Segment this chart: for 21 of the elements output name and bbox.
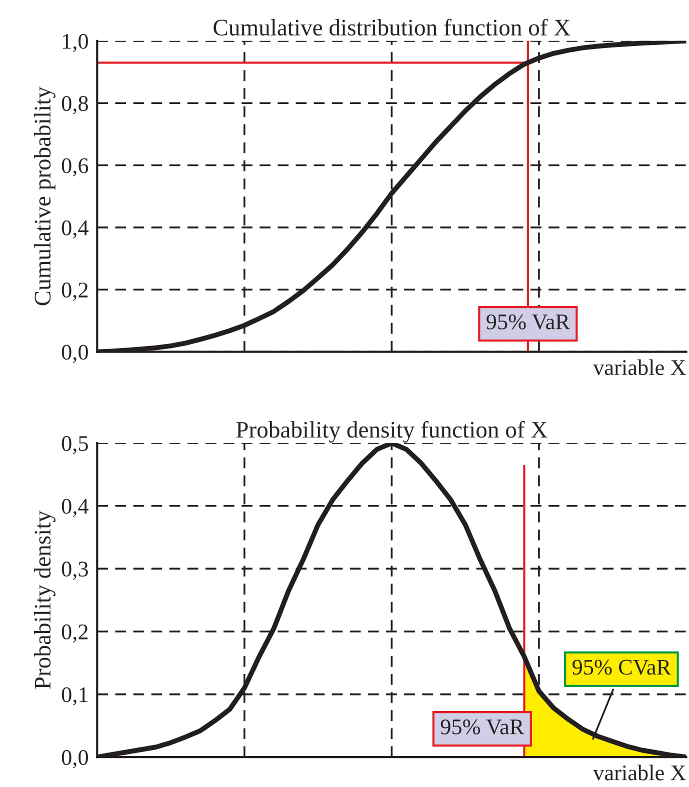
y-tick-label: 0,5 [62, 436, 88, 454]
y-tick-label: 0,2 [62, 624, 88, 643]
y-tick-label: 0,0 [62, 750, 88, 768]
y-tick-label: 0,6 [62, 158, 88, 176]
y-tick-label: 1,0 [62, 34, 88, 52]
x-axis-title: variable X [593, 764, 686, 780]
annotation: 95% VaR [486, 314, 570, 330]
y-tick-label: 0,4 [62, 498, 88, 518]
chart-title: Probability density function of X [236, 420, 548, 443]
annotation: 95% CVaR [572, 660, 672, 675]
y-tick-label: 0,3 [62, 562, 88, 580]
y-tick-label: 0,1 [62, 687, 88, 706]
y-tick-label: 0,2 [62, 282, 88, 301]
chart-title: Cumulative distribution function of X [214, 18, 570, 36]
y-tick-label: 0,8 [62, 96, 88, 114]
y-axis-title: Probability density [34, 510, 56, 689]
annotation: 95% VaR [440, 719, 524, 735]
x-axis-title: variable X [593, 359, 686, 376]
y-tick-label: 0,0 [62, 344, 88, 363]
y-axis-title: Cumulative probability [34, 86, 56, 306]
y-tick-label: 0,4 [62, 220, 88, 239]
